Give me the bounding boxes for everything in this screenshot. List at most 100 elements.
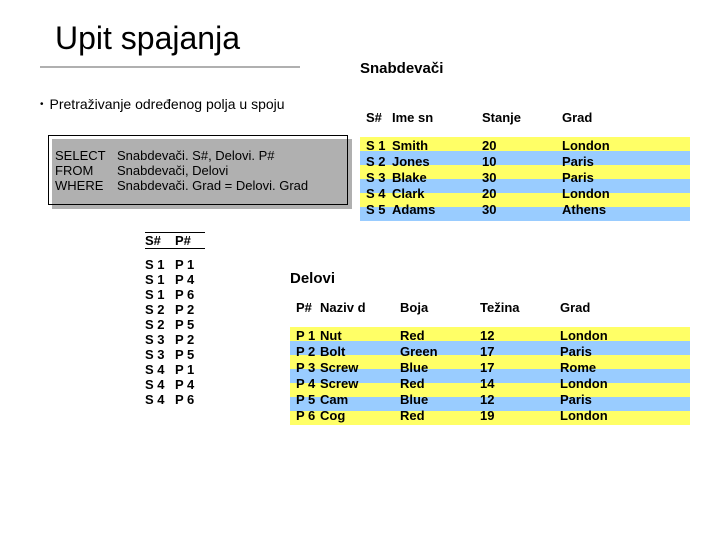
result-cell: P 2: [175, 302, 205, 317]
snab-body: S 1Smith20LondonS 2Jones10ParisS 3Blake3…: [360, 137, 690, 217]
table-row: P 2BoltGreen17Paris: [290, 343, 690, 359]
delovi-h2: Boja: [400, 300, 480, 315]
result-cell: P 1: [175, 257, 205, 272]
snab-h1: Ime sn: [392, 110, 482, 125]
table-cell: Cog: [320, 408, 400, 423]
snab-h2: Stanje: [482, 110, 562, 125]
table-cell: 19: [480, 408, 560, 423]
table-cell: 14: [480, 376, 560, 391]
table-cell: London: [560, 376, 670, 391]
delovi-body: P 1NutRed12LondonP 2BoltGreen17ParisP 3S…: [290, 327, 690, 423]
table-row: P 6CogRed19London: [290, 407, 690, 423]
snab-h0: S#: [360, 110, 392, 125]
result-cell: P 2: [175, 332, 205, 347]
table-cell: 17: [480, 344, 560, 359]
sql-line-1: SELECTSnabdevači. S#, Delovi. P#: [49, 148, 347, 163]
table-cell: P 5: [290, 392, 320, 407]
table-row: S 5Adams30Athens: [360, 201, 690, 217]
table-cell: Blue: [400, 392, 480, 407]
table-cell: S 3: [360, 170, 392, 185]
snab-header: S# Ime sn Stanje Grad: [360, 110, 690, 125]
result-h0: S#: [145, 233, 175, 248]
table-cell: Nut: [320, 328, 400, 343]
table-cell: Red: [400, 328, 480, 343]
result-cell: S 3: [145, 332, 175, 347]
bullet-line: • Pretraživanje određenog polja u spoju: [40, 96, 285, 112]
snabdevaci-table: S# Ime sn Stanje Grad S 1Smith20LondonS …: [360, 110, 690, 217]
table-cell: London: [562, 186, 672, 201]
table-cell: Blue: [400, 360, 480, 375]
table-cell: P 4: [290, 376, 320, 391]
table-cell: Paris: [562, 170, 672, 185]
table-cell: Athens: [562, 202, 672, 217]
result-cell: S 1: [145, 257, 175, 272]
result-row: S 2P 5: [145, 317, 205, 332]
table-row: P 5CamBlue12 Paris: [290, 391, 690, 407]
slide-title: Upit spajanja: [55, 20, 240, 57]
delovi-label: Delovi: [290, 270, 335, 287]
result-row: S 1P 4: [145, 272, 205, 287]
result-cell: S 2: [145, 302, 175, 317]
table-cell: 12: [480, 328, 560, 343]
bullet-text: Pretraživanje određenog polja u spoju: [50, 96, 285, 112]
table-row: S 3Blake30 Paris: [360, 169, 690, 185]
sql-line-3: WHERESnabdevači. Grad = Delovi. Grad: [49, 178, 347, 193]
table-cell: Jones: [392, 154, 482, 169]
delovi-h0: P#: [290, 300, 320, 315]
result-cell: S 3: [145, 347, 175, 362]
result-cell: P 5: [175, 317, 205, 332]
table-cell: Rome: [560, 360, 670, 375]
result-row: S 1P 6: [145, 287, 205, 302]
table-cell: Screw: [320, 360, 400, 375]
result-row: S 4P 4: [145, 377, 205, 392]
title-underline: [40, 66, 300, 68]
table-cell: Adams: [392, 202, 482, 217]
table-cell: 30: [482, 202, 562, 217]
delovi-table: P# Naziv d Boja Težina Grad P 1NutRed12L…: [290, 300, 690, 423]
table-cell: London: [562, 138, 672, 153]
table-cell: Cam: [320, 392, 400, 407]
table-cell: Red: [400, 376, 480, 391]
table-row: S 1Smith20London: [360, 137, 690, 153]
result-cell: S 1: [145, 272, 175, 287]
result-table: S# P# S 1P 1S 1P 4S 1P 6S 2P 2S 2P 5S 3P…: [145, 232, 205, 407]
result-row: S 3P 5: [145, 347, 205, 362]
table-cell: 20: [482, 186, 562, 201]
result-row: S 4P 6: [145, 392, 205, 407]
result-cell: P 4: [175, 377, 205, 392]
table-row: S 4Clark20London: [360, 185, 690, 201]
table-cell: 30: [482, 170, 562, 185]
table-cell: S 4: [360, 186, 392, 201]
result-cell: P 6: [175, 392, 205, 407]
table-cell: 20: [482, 138, 562, 153]
table-cell: Bolt: [320, 344, 400, 359]
result-header: S# P#: [145, 232, 205, 249]
result-row: S 3P 2: [145, 332, 205, 347]
snabdevaci-label: Snabdevači: [360, 60, 443, 77]
result-cell: P 4: [175, 272, 205, 287]
table-row: P 4ScrewRed14London: [290, 375, 690, 391]
table-cell: Green: [400, 344, 480, 359]
table-cell: S 2: [360, 154, 392, 169]
table-cell: Screw: [320, 376, 400, 391]
table-cell: Paris: [560, 392, 670, 407]
table-row: P 3ScrewBlue17Rome: [290, 359, 690, 375]
table-cell: Paris: [562, 154, 672, 169]
result-cell: S 1: [145, 287, 175, 302]
result-cell: P 5: [175, 347, 205, 362]
table-cell: 17: [480, 360, 560, 375]
table-cell: Paris: [560, 344, 670, 359]
delovi-h4: Grad: [560, 300, 670, 315]
table-cell: 10: [482, 154, 562, 169]
result-cell: S 4: [145, 392, 175, 407]
delovi-h1: Naziv d: [320, 300, 400, 315]
table-cell: Red: [400, 408, 480, 423]
table-cell: P 3: [290, 360, 320, 375]
snab-h3: Grad: [562, 110, 672, 125]
table-cell: S 5: [360, 202, 392, 217]
result-cell: S 4: [145, 377, 175, 392]
table-cell: P 1: [290, 328, 320, 343]
table-cell: Smith: [392, 138, 482, 153]
table-cell: London: [560, 408, 670, 423]
sql-line-2: FROMSnabdevači, Delovi: [49, 163, 347, 178]
